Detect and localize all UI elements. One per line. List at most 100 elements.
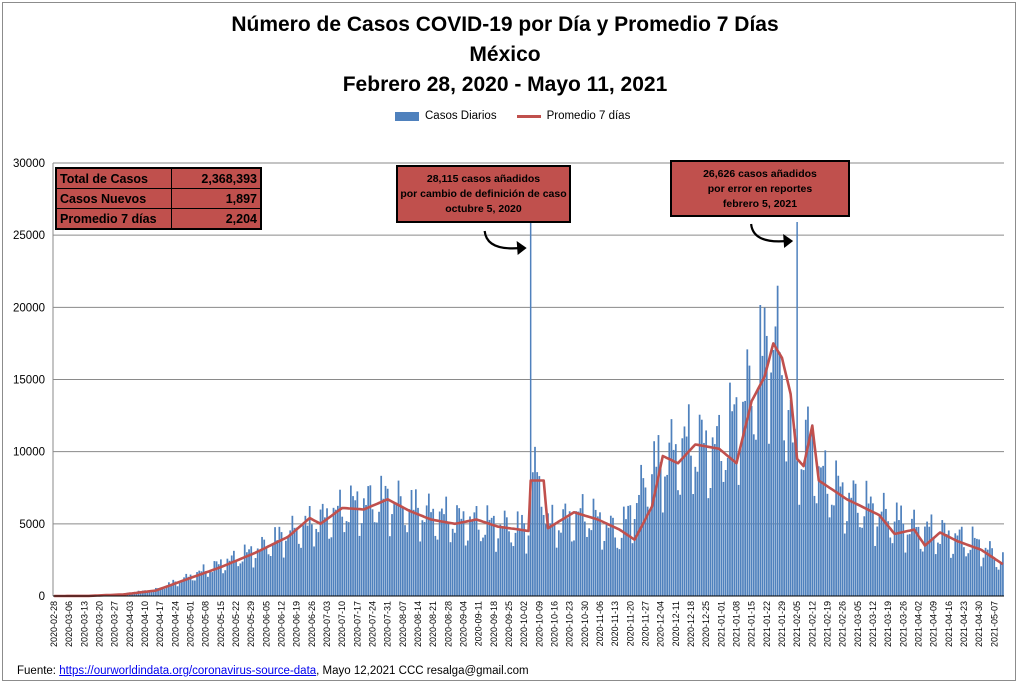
- daily-cases-bar: [666, 474, 669, 596]
- daily-cases-bar: [713, 444, 716, 596]
- daily-cases-bar: [729, 382, 731, 596]
- daily-cases-bar: [648, 511, 651, 596]
- daily-cases-bar: [739, 446, 742, 596]
- source-note: Fuente: https://ourworldindata.org/coron…: [17, 665, 529, 677]
- x-tick-label: 2020-08-28: [443, 601, 453, 647]
- x-tick-label: 2020-08-14: [413, 601, 423, 647]
- daily-cases-bar: [679, 494, 682, 596]
- annotation-line: 28,115 casos añadidos: [426, 173, 541, 185]
- daily-cases-bar: [967, 553, 970, 596]
- daily-cases-bar: [298, 543, 300, 596]
- daily-cases-bar: [204, 571, 207, 596]
- daily-cases-bar: [911, 518, 913, 596]
- daily-cases-bar: [157, 588, 159, 596]
- daily-cases-bar: [261, 536, 263, 596]
- daily-cases-bar: [547, 513, 549, 596]
- daily-cases-bar: [575, 511, 578, 596]
- stats-row: Total de Casos 2,368,393: [55, 167, 262, 189]
- daily-cases-bar: [246, 552, 248, 596]
- daily-cases-bar: [941, 520, 944, 596]
- daily-cases-bar: [278, 526, 281, 596]
- daily-cases-bar: [341, 516, 344, 596]
- daily-cases-bar: [259, 549, 261, 596]
- daily-cases-bar: [798, 504, 801, 596]
- daily-cases-bar: [564, 503, 567, 596]
- daily-cases-bar: [926, 521, 928, 596]
- daily-cases-bar: [638, 494, 640, 596]
- daily-cases-bar: [726, 457, 729, 596]
- daily-cases-bar: [555, 547, 558, 596]
- daily-cases-bar: [365, 505, 367, 596]
- daily-cases-bar: [475, 506, 478, 596]
- daily-cases-bar: [735, 397, 738, 596]
- x-tick-label: 2020-05-15: [216, 601, 226, 647]
- x-tick-label: 2020-11-27: [640, 601, 650, 646]
- stats-row: Promedio 7 días 2,204: [55, 208, 262, 230]
- daily-cases-bar: [947, 530, 950, 596]
- daily-cases-bar: [742, 401, 744, 596]
- x-tick-label: 2020-05-01: [186, 601, 196, 647]
- daily-cases-bar: [826, 493, 829, 596]
- daily-cases-bar: [841, 482, 844, 596]
- daily-cases-bar: [285, 540, 287, 596]
- y-tick-label: 25000: [13, 230, 45, 242]
- daily-cases-bar: [311, 524, 313, 596]
- daily-cases-bar: [859, 527, 861, 596]
- x-tick-label: 2020-03-06: [64, 601, 74, 647]
- daily-cases-bar: [794, 428, 796, 596]
- daily-cases-bar: [315, 528, 318, 596]
- daily-cases-bar: [187, 576, 190, 596]
- daily-cases-bar: [653, 441, 656, 596]
- daily-cases-bar: [906, 534, 909, 596]
- daily-cases-bar: [822, 465, 824, 596]
- daily-cases-bar: [482, 537, 484, 596]
- x-tick-label: 2020-11-06: [595, 601, 605, 646]
- daily-cases-bar: [384, 485, 387, 596]
- daily-cases-bar: [382, 498, 385, 596]
- daily-cases-bar: [356, 491, 359, 596]
- daily-cases-bar: [367, 486, 370, 596]
- daily-cases-bar: [659, 462, 662, 596]
- chart-subtitle-dates: Febrero 28, 2020 - Mayo 11, 2021: [342, 73, 668, 96]
- source-link[interactable]: https://ourworldindata.org/coronavirus-s…: [59, 665, 317, 677]
- daily-cases-bar: [878, 515, 881, 596]
- daily-cases-bar: [980, 566, 983, 596]
- daily-cases-bar: [243, 544, 246, 596]
- daily-cases-bar: [646, 506, 649, 596]
- daily-cases-bar: [516, 511, 519, 596]
- daily-cases-bar: [178, 581, 181, 596]
- daily-cases-bar: [510, 542, 513, 596]
- daily-cases-bar: [289, 530, 292, 596]
- stats-label: Total de Casos: [55, 167, 172, 189]
- stats-label: Casos Nuevos: [55, 188, 172, 209]
- daily-cases-bar: [354, 500, 357, 596]
- daily-cases-bar: [588, 528, 591, 596]
- x-tick-label: 2021-03-12: [868, 601, 878, 647]
- daily-cases-bar: [250, 546, 253, 596]
- daily-cases-bar: [479, 541, 482, 596]
- x-tick-label: 2020-07-31: [383, 601, 393, 647]
- daily-cases-bar: [380, 475, 383, 596]
- daily-cases-bar: [531, 472, 534, 596]
- daily-cases-bar: [592, 498, 595, 596]
- x-tick-label: 2020-04-03: [125, 601, 135, 647]
- daily-cases-bar: [456, 505, 458, 596]
- daily-cases-bar: [989, 541, 991, 596]
- daily-cases-bar: [995, 567, 998, 596]
- chart-subtitle-country: México: [469, 43, 541, 66]
- x-tick-label: 2021-02-19: [822, 601, 832, 647]
- daily-cases-bar: [267, 554, 270, 596]
- daily-cases-bar: [165, 585, 168, 596]
- daily-cases-bar: [181, 581, 183, 596]
- daily-cases-bar: [978, 539, 980, 596]
- daily-cases-bar: [991, 548, 993, 596]
- daily-cases-bar: [809, 437, 811, 596]
- daily-cases-bar: [523, 523, 526, 596]
- legend-bar-swatch: [395, 111, 419, 121]
- daily-cases-bar: [274, 527, 276, 596]
- x-tick-label: 2020-05-08: [201, 601, 211, 647]
- daily-cases-bar: [885, 508, 887, 596]
- daily-cases-bar: [854, 483, 857, 596]
- daily-cases-bar: [986, 549, 989, 596]
- daily-cases-bar: [449, 542, 452, 596]
